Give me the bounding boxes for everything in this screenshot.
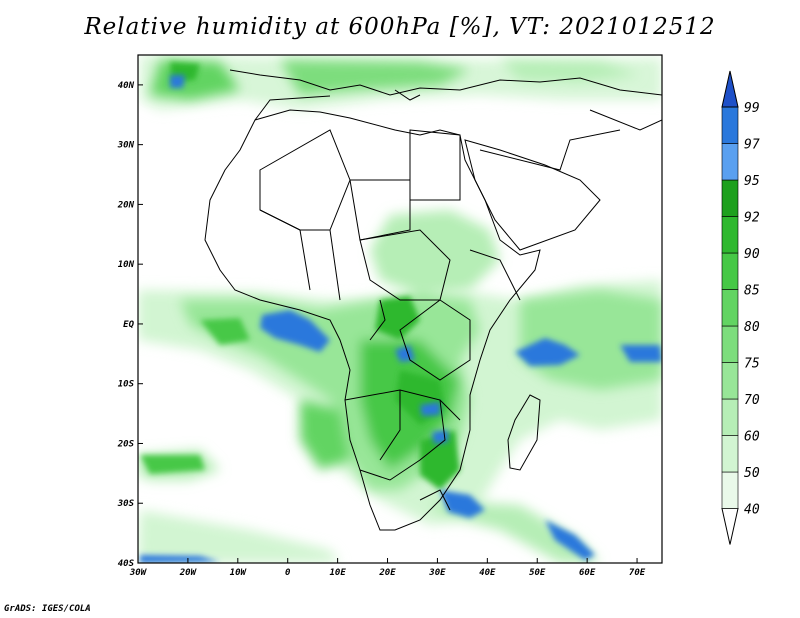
colorbar-band: [721, 435, 739, 473]
grads-credit: GrADS: IGES/COLA: [4, 604, 91, 614]
x-tick-label: 50E: [529, 568, 546, 578]
x-tick-label: 30E: [428, 568, 446, 578]
x-tick-label: 70E: [629, 568, 646, 578]
y-tick-label: 20S: [117, 439, 135, 449]
colorbar-band: [721, 143, 739, 181]
y-tick-label: 10N: [118, 260, 135, 270]
colorbar-band: [721, 362, 739, 400]
axis-ticks: 30W 20W 10W 0 10E 20E 30E 40E 50E 60E 70E 40N 30N 20N…: [117, 81, 646, 578]
colorbar-label: 75: [744, 357, 760, 372]
y-tick-label: 20N: [117, 200, 135, 210]
colorbar-band: [721, 325, 739, 363]
colorbar-band: [721, 179, 739, 217]
colorbar-label: 92: [744, 211, 760, 226]
colorbar-min-triangle: [721, 508, 739, 545]
x-tick-label: 0: [285, 568, 291, 578]
colorbar-band: [721, 106, 739, 144]
colorbar-band: [721, 216, 739, 254]
colorbar-label: 70: [744, 393, 760, 408]
colorbar-label: 90: [744, 247, 760, 262]
map-title: Relative humidity at 600hPa [%], VT: 202…: [84, 14, 716, 40]
colorbar-band: [721, 289, 739, 327]
x-tick-label: 30W: [129, 568, 148, 578]
colorbar-label: 85: [744, 284, 760, 299]
colorbar-band: [721, 398, 739, 436]
x-tick-label: 60E: [579, 568, 596, 578]
y-tick-label: 40N: [118, 81, 135, 91]
colorbar-label: 80: [744, 320, 760, 335]
colorbar-band: [721, 471, 739, 509]
colorbar-label: 40: [744, 503, 760, 518]
y-tick-label: 10S: [118, 380, 135, 390]
colorbar: 40 50 60 70 75 80 85 90 92 95 97 99: [721, 70, 760, 545]
colorbar-label: 60: [744, 430, 760, 445]
x-tick-label: 10W: [230, 568, 248, 578]
colorbar-label: 97: [744, 138, 760, 153]
x-tick-label: 10E: [329, 568, 346, 578]
colorbar-label: 95: [744, 174, 760, 189]
colorbar-label: 50: [744, 466, 760, 481]
y-tick-label: 30N: [117, 141, 135, 151]
y-tick-label: 40S: [118, 559, 135, 569]
y-tick-label: EQ: [123, 320, 134, 330]
coastlines: [204, 69, 662, 531]
colorbar-label: 99: [744, 101, 760, 116]
x-tick-label: 40E: [479, 568, 496, 578]
colorbar-band: [721, 252, 739, 290]
map-frame: [137, 54, 663, 564]
x-tick-label: 20W: [179, 568, 198, 578]
x-tick-label: 20E: [378, 568, 396, 578]
y-tick-label: 30S: [117, 499, 135, 509]
colorbar-max-triangle: [721, 70, 739, 108]
